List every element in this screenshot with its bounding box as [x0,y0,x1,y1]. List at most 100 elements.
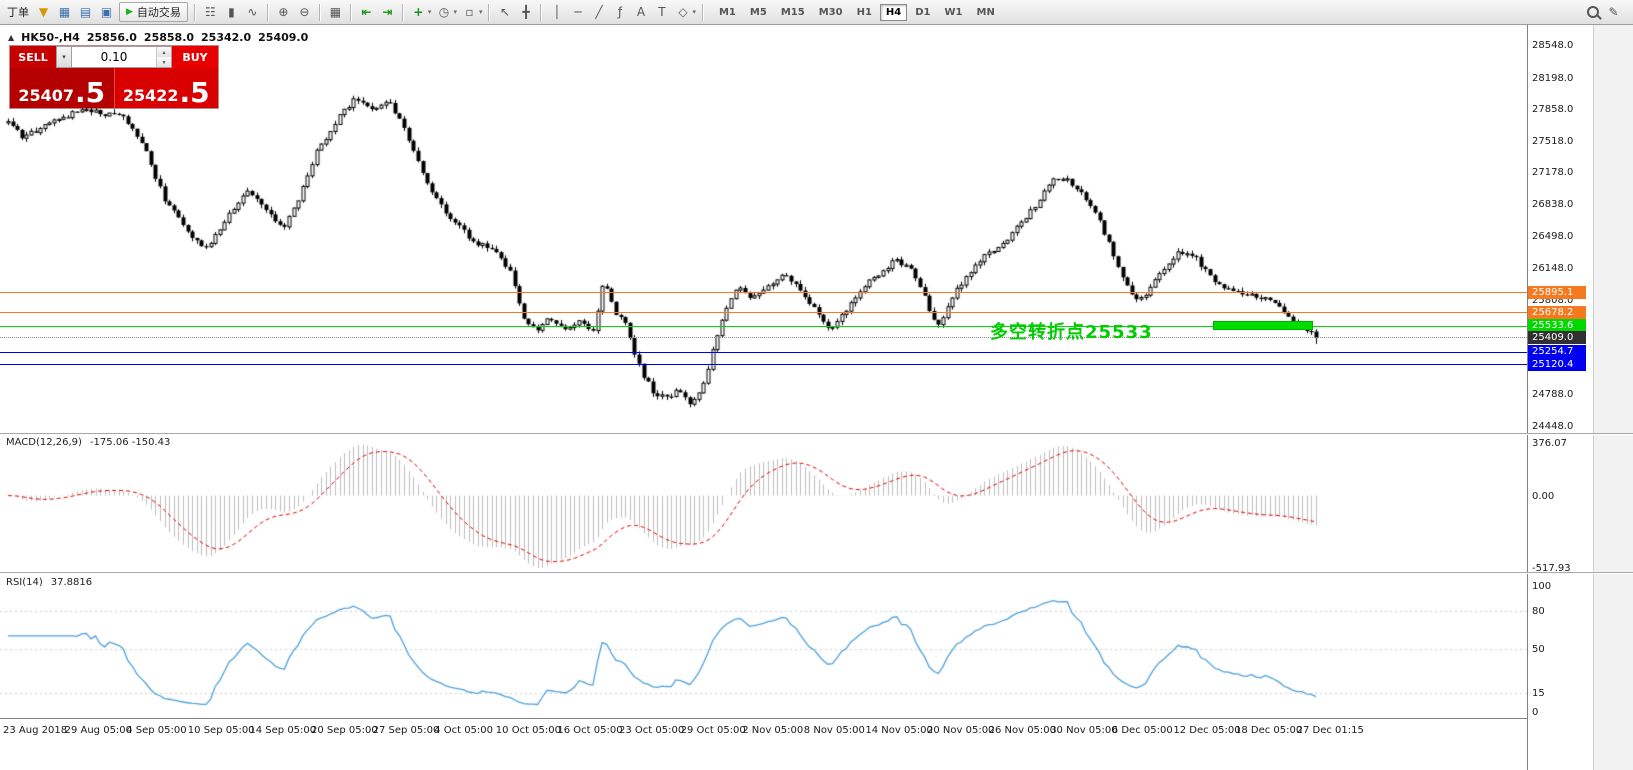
time-axis[interactable]: 23 Aug 2018 29 Aug 05:00 4 Sep 05:00 10 Sep… [0,718,1527,770]
periods-icon-dropdown[interactable]: ▾ [453,8,457,16]
time-axis-label: 14 Nov 05:00 [865,725,933,736]
rsi-value: 37.8816 [50,577,93,588]
line-chart-icon[interactable]: ∿ [247,5,258,19]
toolbar-separator [701,3,704,21]
market-watch-icon[interactable]: ▦ [58,5,71,19]
shapes-icon-dropdown[interactable]: ▾ [692,8,696,16]
buy-price-button[interactable]: 25422 .5 [113,68,218,108]
time-axis-label: 10 Sep 05:00 [187,725,255,736]
add-indicator-icon-dropdown[interactable]: ▾ [427,8,432,16]
timeframe-mn[interactable]: MN [976,6,995,18]
volume-decrease-button[interactable]: ▾ [157,57,171,67]
timeframe-m1[interactable]: M1 [718,6,736,18]
time-axis-label: 4 Oct 05:00 [434,725,494,736]
timeframe-m5[interactable]: M5 [749,6,767,18]
toolbar-separator [193,3,196,21]
filter-icon[interactable]: ▼ [38,5,49,19]
ohlc-header: ▲ HK50-,H4 25856.0 25858.0 25342.0 25409… [8,31,308,44]
toolbar-separator [349,3,352,21]
timeframe-h4[interactable]: H4 [879,3,908,21]
horizontal-line-icon[interactable]: ─ [574,5,582,19]
zoom-in-icon[interactable]: ⊕ [278,5,289,19]
magnifier-glyph [1586,6,1599,18]
text-icon[interactable]: A [636,5,646,19]
timeframe-w1[interactable]: W1 [944,6,963,18]
time-axis-label: 27 Dec 01:15 [1296,725,1364,736]
bar-chart-icon[interactable]: ☷ [205,5,216,19]
vertical-line-icon[interactable]: │ [553,5,561,19]
price-level-line[interactable] [0,312,1527,314]
price-axis[interactable] [1527,25,1593,770]
volume-increase-button[interactable]: ▴ [157,47,171,57]
main-toolbar: 丁单 ▼ ▦ ▤ ▣ ▶ 自动交易 ☷ ▮ ∿ ⊕ ⊖ ▦ ⇤ ⇥ + ▾ ◷ ▾ ▫ ▾ ↖ ╋ │ ─ ╱ ƒ A T ◇ ▾ M1 M5… [0,0,1633,25]
volume-input[interactable]: 0.10 ▴ ▾ [72,46,172,68]
time-axis-label: 16 Oct 05:00 [557,725,623,736]
cursor-icon[interactable]: ↖ [499,5,510,19]
time-axis-label: 10 Oct 05:00 [495,725,561,736]
timeframe-m15[interactable]: M15 [780,6,805,18]
timeframe-m30[interactable]: M30 [818,6,843,18]
time-axis-label: 23 Aug 2018 [3,725,68,736]
price-level-line[interactable] [0,292,1527,294]
timeframe-d1[interactable]: D1 [915,6,931,18]
volume-stepper: ▴ ▾ [156,47,171,67]
panel-splitter-macd[interactable] [0,433,1633,435]
time-axis-label: 2 Nov 05:00 [742,725,804,736]
window-right-margin [1593,25,1633,770]
add-indicator-icon[interactable]: + [413,5,424,19]
panel-splitter-rsi[interactable] [0,572,1633,574]
price-level-line[interactable] [0,364,1527,366]
data-window-icon[interactable]: ▤ [79,5,92,19]
auto-scroll-icon[interactable]: ⇤ [361,5,372,19]
close-value: 25409.0 [258,31,309,44]
navigator-icon[interactable]: ▣ [100,5,113,19]
macd-label: MACD(12,26,9) -175.06 -150.43 [6,437,170,448]
search-icon[interactable] [1583,2,1602,22]
order-type-dropdown[interactable]: ▾ [56,46,72,68]
time-axis-label: 12 Dec 05:00 [1173,725,1241,736]
time-axis-label: 14 Sep 05:00 [249,725,317,736]
price-level-line[interactable] [0,325,1527,327]
highlight-zone[interactable] [1213,321,1313,331]
time-axis-label: 29 Aug 05:00 [64,725,133,736]
chart-shift-icon[interactable]: ⇥ [382,5,393,19]
price-level-line[interactable] [0,337,1527,339]
shapes-icon[interactable]: ◇ [678,5,688,19]
toolbar-separator [488,3,491,21]
toolbar-right: ✎ [1582,2,1630,22]
candlestick-icon[interactable]: ▮ [228,5,235,19]
buy-price-main: 25422 [122,86,179,106]
templates-icon-dropdown[interactable]: ▾ [478,8,483,16]
crosshair-icon[interactable]: ╋ [522,5,530,19]
macd-title: MACD(12,26,9) [6,437,82,448]
toolbar-separator [401,3,404,21]
zoom-out-icon[interactable]: ⊖ [299,5,310,19]
time-axis-label: 26 Nov 05:00 [988,725,1057,736]
fibonacci-icon[interactable]: ƒ [617,5,623,19]
time-axis-label: 30 Nov 05:00 [1050,725,1118,736]
autotrade-button[interactable]: ▶ 自动交易 [119,2,188,22]
time-axis-label: 4 Sep 05:00 [126,725,187,736]
edit-icon[interactable]: ✎ [1608,5,1619,19]
timeframe-h1[interactable]: H1 [856,6,872,18]
toolbar-separator [540,3,543,21]
volume-value[interactable]: 0.10 [100,50,128,64]
templates-icon[interactable]: ▫ [465,5,474,19]
periods-icon[interactable]: ◷ [438,5,450,19]
price-level-line[interactable] [0,351,1527,353]
sell-button[interactable]: SELL [10,46,56,68]
new-order-button[interactable]: 丁单 [7,6,29,19]
sell-price-button[interactable]: 25407 .5 [10,68,114,108]
toolbar-separator [318,3,321,21]
timeframe-toolbar: M1 M5 M15 M30 H1 H4 D1 W1 MN [712,3,1002,21]
sell-price-main: 25407 [18,86,75,106]
play-icon: ▶ [126,7,133,17]
label-icon[interactable]: T [658,5,666,19]
trendline-icon[interactable]: ╱ [595,5,603,19]
collapse-icon[interactable]: ▲ [8,33,15,42]
chart-annotation[interactable]: 多空转折点25533 [990,321,1153,343]
tile-windows-icon[interactable]: ▦ [329,5,342,19]
buy-button[interactable]: BUY [172,46,218,68]
time-axis-label: 20 Sep 05:00 [311,725,378,736]
